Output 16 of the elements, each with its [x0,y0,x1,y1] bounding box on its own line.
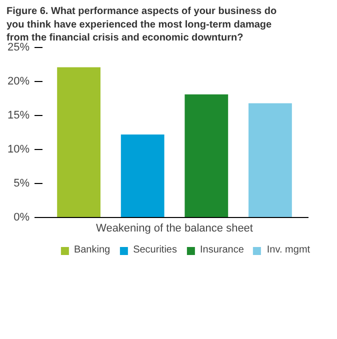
legend-label: Insurance [200,244,244,256]
y-tick-label: 15% [7,110,30,122]
y-tick-label: 10% [7,144,30,156]
bar [57,67,100,218]
y-tick-label: 20% [7,76,30,88]
bar [248,103,292,218]
x-axis-title: Weakening of the balance sheet [96,222,253,234]
bar [184,94,228,218]
legend-label: Banking [74,244,110,256]
y-tick-label: 25% [7,42,30,54]
bar [120,134,164,218]
legend-label: Inv. mgmt [266,244,310,256]
y-tick-label: 5% [14,178,30,190]
y-tick-label: 0% [14,212,30,224]
chart-title: Figure 6. What performance aspects of your business do you think have experienced the most long-term damage from the financial crisis and economic downturn? [6,6,277,44]
legend-label: Securities [133,244,177,256]
